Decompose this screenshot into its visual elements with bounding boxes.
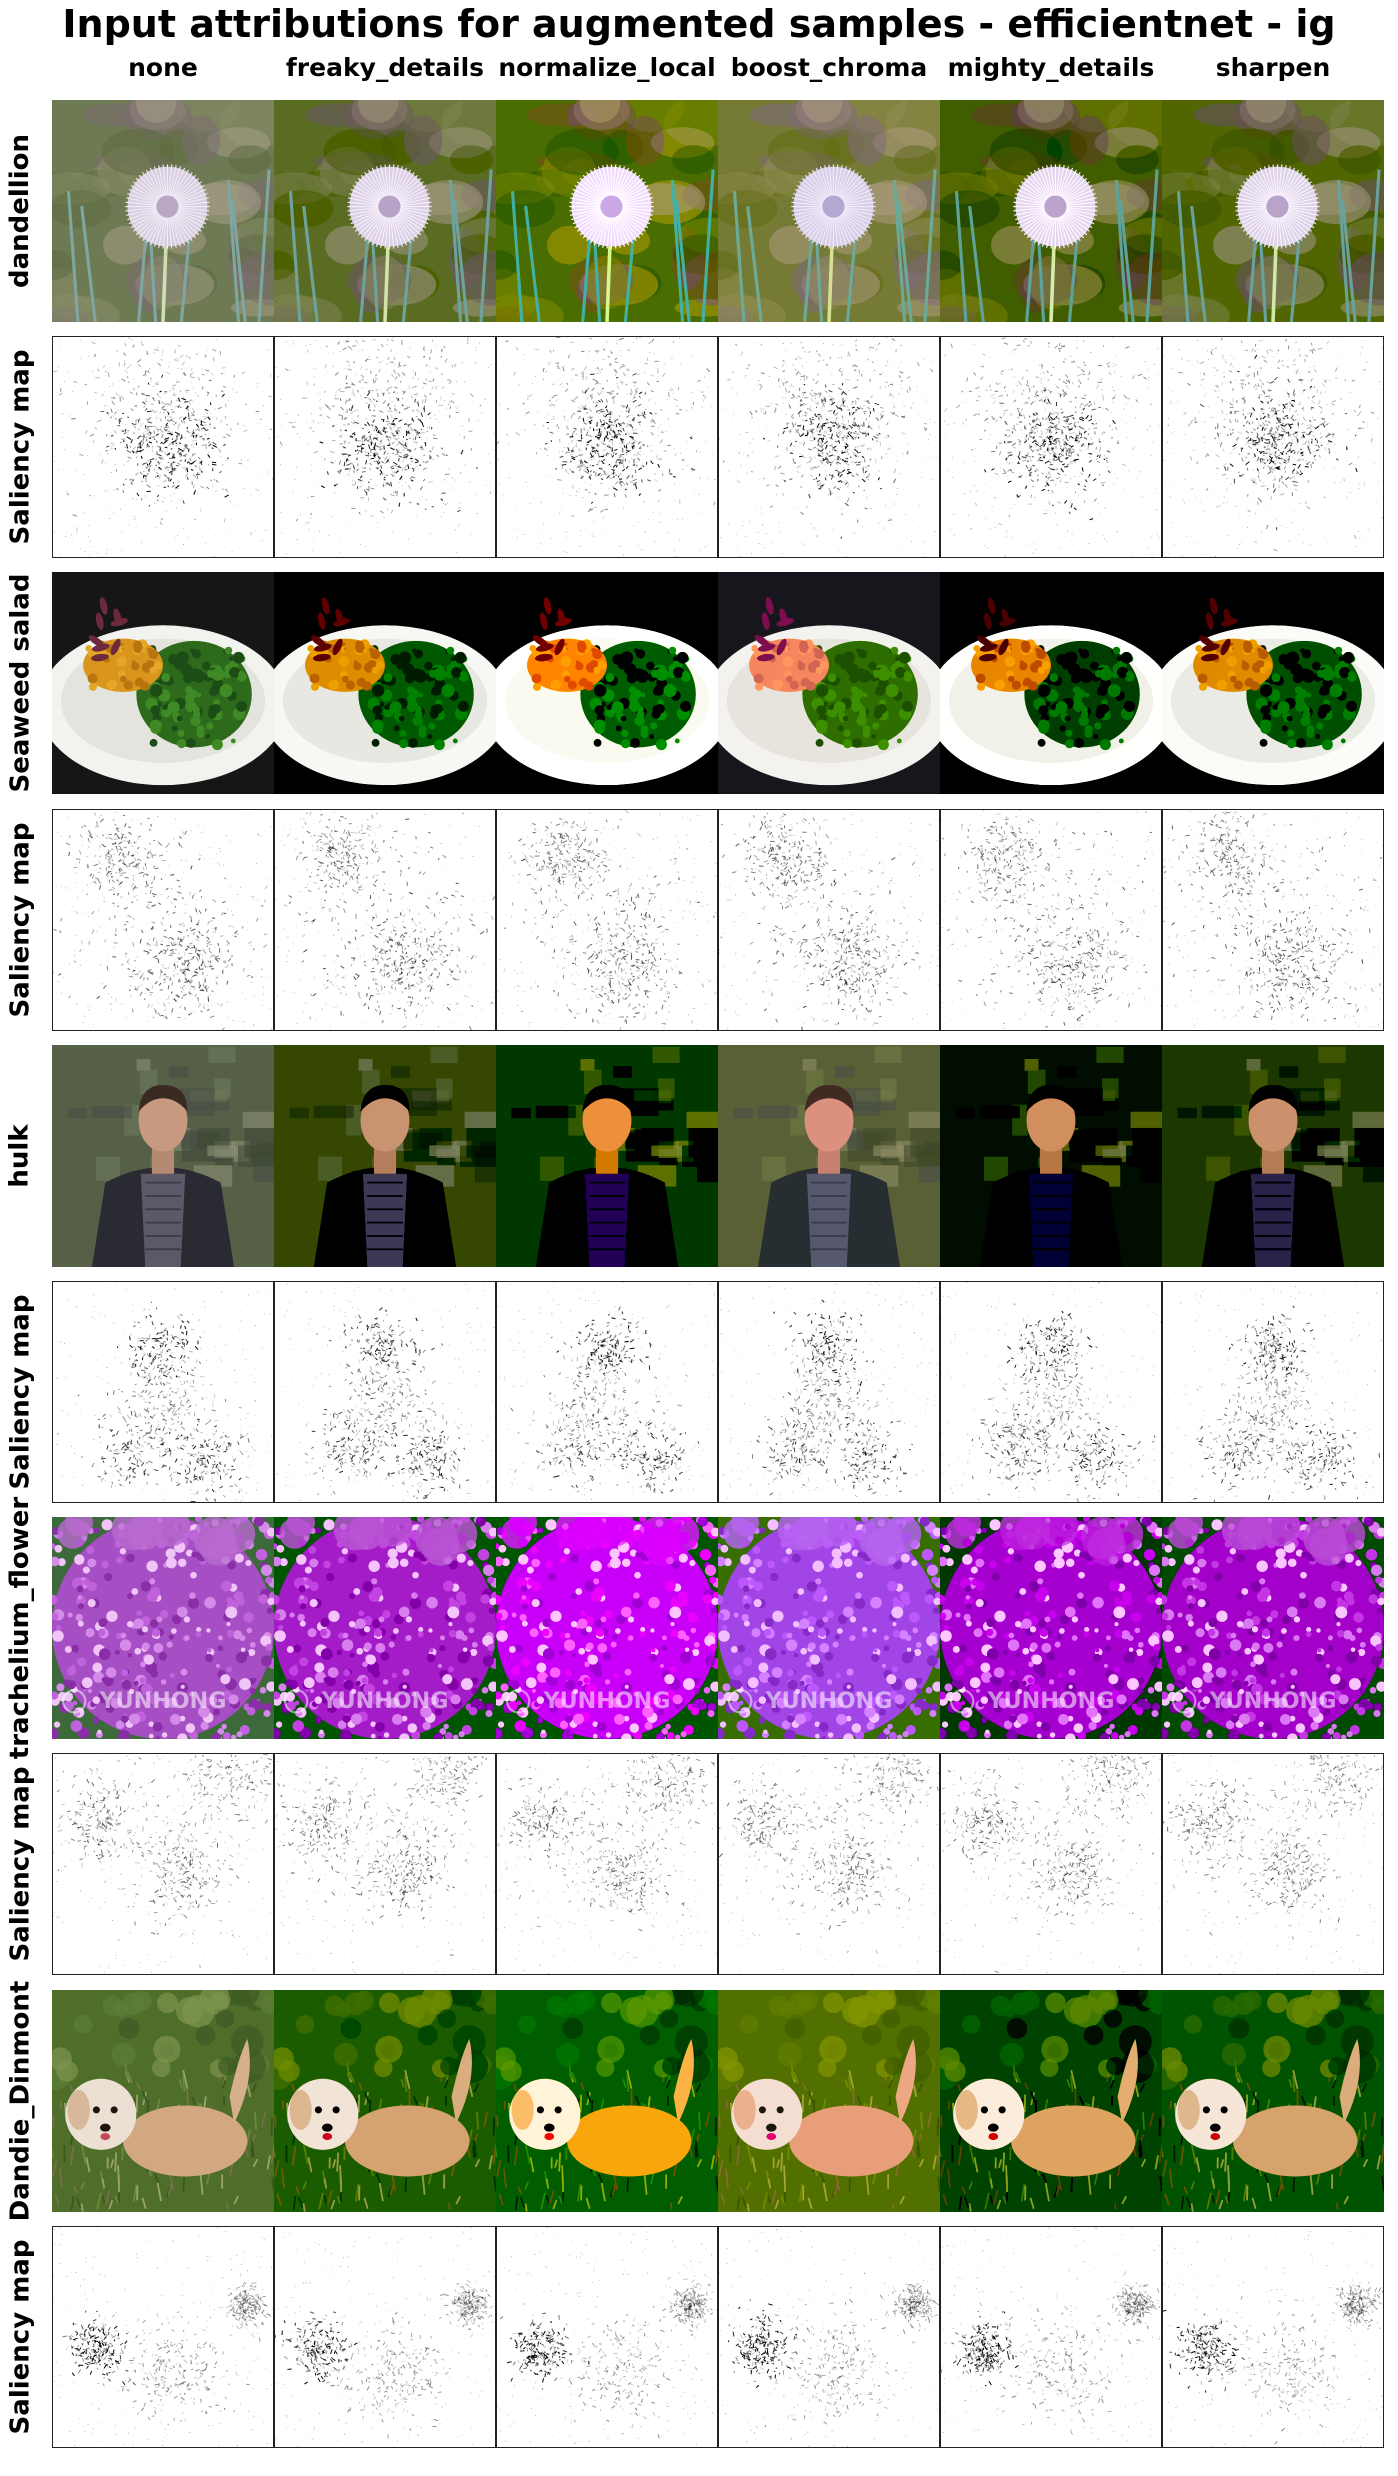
- sample-image-salad-none: [52, 572, 274, 794]
- saliency-map-person-freaky-details: [274, 1281, 496, 1503]
- saliency-map-person-normalize-local: [496, 1281, 718, 1503]
- column-header-mighty-details: mighty_details: [940, 52, 1162, 84]
- sample-image-person-none: [52, 1045, 274, 1267]
- row-label-text: Saliency map: [5, 2240, 35, 2435]
- sample-image-dandelion-none: [52, 100, 274, 322]
- sample-image-salad-mighty-details: [940, 572, 1162, 794]
- watermark-text: YUNHONG: [987, 1688, 1115, 1714]
- saliency-map-flower-normalize-local: [496, 1753, 718, 1975]
- saliency-map-dog-freaky-details: [274, 2226, 496, 2448]
- saliency-map-flower-sharpen: [1162, 1753, 1384, 1975]
- saliency-map-flower-boost-chroma: [718, 1753, 940, 1975]
- sample-image-dandelion-freaky-details: [274, 100, 496, 322]
- saliency-map-dog-boost-chroma: [718, 2226, 940, 2448]
- saliency-map-salad-none: [52, 809, 274, 1031]
- saliency-map-dandelion-mighty-details: [940, 336, 1162, 558]
- row-label: Dandie_Dinmont: [0, 1981, 40, 2222]
- sample-image-dog-mighty-details: [940, 1990, 1162, 2212]
- sample-image-flower-mighty-details: YUNHONG: [940, 1517, 1162, 1739]
- saliency-map-person-boost-chroma: [718, 1281, 940, 1503]
- sample-image-person-sharpen: [1162, 1045, 1384, 1267]
- row-label: dandellion: [0, 100, 40, 322]
- saliency-map-dog-none: [52, 2226, 274, 2448]
- saliency-map-salad-normalize-local: [496, 809, 718, 1031]
- sample-image-dandelion-boost-chroma: [718, 100, 940, 322]
- sample-image-salad-normalize-local: [496, 572, 718, 794]
- column-header-boost-chroma: boost_chroma: [718, 52, 940, 84]
- sample-image-dog-none: [52, 1990, 274, 2212]
- saliency-map-person-none: [52, 1281, 274, 1503]
- saliency-map-dandelion-freaky-details: [274, 336, 496, 558]
- column-header-none: none: [52, 52, 274, 84]
- row-label: hulk: [0, 1045, 40, 1267]
- saliency-map-dandelion-normalize-local: [496, 336, 718, 558]
- page-title: Input attributions for augmented samples…: [0, 0, 1398, 48]
- saliency-map-dandelion-sharpen: [1162, 336, 1384, 558]
- saliency-map-dog-mighty-details: [940, 2226, 1162, 2448]
- row-label-text: trachelium_flower: [5, 1497, 35, 1759]
- row-label-text: Saliency map: [5, 823, 35, 1018]
- row-label: Saliency map: [0, 1281, 40, 1503]
- watermark-text: YUNHONG: [543, 1688, 671, 1714]
- sample-image-dog-sharpen: [1162, 1990, 1384, 2212]
- sample-image-flower-freaky-details: YUNHONG: [274, 1517, 496, 1739]
- row-label-text: dandellion: [5, 134, 35, 288]
- row-label: Saliency map: [0, 809, 40, 1031]
- saliency-map-dog-normalize-local: [496, 2226, 718, 2448]
- sample-image-salad-freaky-details: [274, 572, 496, 794]
- sample-image-dog-freaky-details: [274, 1990, 496, 2212]
- sample-image-dandelion-normalize-local: [496, 100, 718, 322]
- saliency-map-flower-none: [52, 1753, 274, 1975]
- saliency-map-salad-mighty-details: [940, 809, 1162, 1031]
- sample-image-dog-boost-chroma: [718, 1990, 940, 2212]
- row-label: Seaweed salad: [0, 572, 40, 794]
- column-header-freaky-details: freaky_details: [274, 52, 496, 84]
- sample-image-salad-sharpen: [1162, 572, 1384, 794]
- saliency-map-dandelion-none: [52, 336, 274, 558]
- sample-image-dog-normalize-local: [496, 1990, 718, 2212]
- row-label: Saliency map: [0, 1753, 40, 1975]
- watermark-text: YUNHONG: [99, 1688, 227, 1714]
- watermark-text: YUNHONG: [1209, 1688, 1337, 1714]
- saliency-map-salad-boost-chroma: [718, 809, 940, 1031]
- sample-image-flower-boost-chroma: YUNHONG: [718, 1517, 940, 1739]
- sample-image-dandelion-sharpen: [1162, 100, 1384, 322]
- sample-image-flower-none: YUNHONG: [52, 1517, 274, 1739]
- saliency-map-salad-sharpen: [1162, 809, 1384, 1031]
- column-header-normalize-local: normalize_local: [496, 52, 718, 84]
- row-label-text: Saliency map: [5, 1767, 35, 1962]
- watermark-text: YUNHONG: [321, 1688, 449, 1714]
- sample-image-flower-normalize-local: YUNHONG: [496, 1517, 718, 1739]
- row-label-text: Saliency map: [5, 350, 35, 545]
- saliency-map-person-mighty-details: [940, 1281, 1162, 1503]
- row-label: Saliency map: [0, 2226, 40, 2448]
- row-label-text: Dandie_Dinmont: [5, 1981, 35, 2222]
- watermark-text: YUNHONG: [765, 1688, 893, 1714]
- column-header-sharpen: sharpen: [1162, 52, 1384, 84]
- row-label: trachelium_flower: [0, 1497, 40, 1759]
- saliency-map-dog-sharpen: [1162, 2226, 1384, 2448]
- sample-image-salad-boost-chroma: [718, 572, 940, 794]
- sample-image-person-freaky-details: [274, 1045, 496, 1267]
- saliency-map-flower-freaky-details: [274, 1753, 496, 1975]
- sample-image-person-mighty-details: [940, 1045, 1162, 1267]
- sample-image-dandelion-mighty-details: [940, 100, 1162, 322]
- row-label-text: Saliency map: [5, 1295, 35, 1490]
- sample-image-person-boost-chroma: [718, 1045, 940, 1267]
- row-label-text: hulk: [5, 1124, 35, 1187]
- sample-image-person-normalize-local: [496, 1045, 718, 1267]
- saliency-map-dandelion-boost-chroma: [718, 336, 940, 558]
- saliency-map-flower-mighty-details: [940, 1753, 1162, 1975]
- row-label: Saliency map: [0, 336, 40, 558]
- saliency-map-salad-freaky-details: [274, 809, 496, 1031]
- row-label-text: Seaweed salad: [5, 574, 35, 793]
- sample-image-flower-sharpen: YUNHONG: [1162, 1517, 1384, 1739]
- saliency-map-person-sharpen: [1162, 1281, 1384, 1503]
